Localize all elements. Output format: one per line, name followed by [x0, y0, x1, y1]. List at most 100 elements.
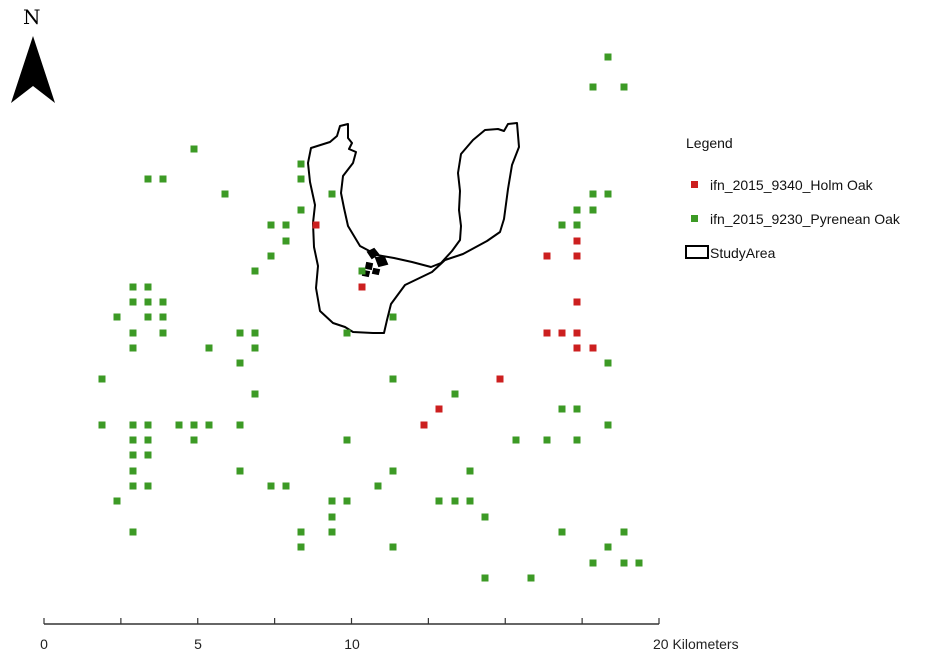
scale-label-20-kilometers: 20 Kilometers [653, 636, 739, 652]
pyrenean-oak-plot-point [328, 190, 336, 198]
pyrenean-oak-plot-point [573, 436, 581, 444]
pyrenean-oak-plot-point [297, 528, 305, 536]
pyrenean-oak-plot-point [144, 298, 152, 306]
holm-oak-plot-point [573, 298, 581, 306]
pyrenean-oak-plot-point [389, 543, 397, 551]
pyrenean-oak-plot-point [236, 467, 244, 475]
pyrenean-oak-plot-point [205, 344, 213, 352]
pyrenean-oak-plot-point [129, 344, 137, 352]
pyrenean-oak-plot-point [343, 329, 351, 337]
pyrenean-oak-plot-point [159, 329, 167, 337]
pyrenean-oak-plot-point [267, 482, 275, 490]
pyrenean-oak-plot-point [282, 237, 290, 245]
pyrenean-oak-plot-point [543, 436, 551, 444]
pyrenean-oak-plot-point [251, 390, 259, 398]
holm-oak-plot-point [420, 421, 428, 429]
pyrenean-oak-plot-point [328, 528, 336, 536]
scale-bar-ticks [43, 618, 660, 624]
pyrenean-oak-plot-point [236, 359, 244, 367]
legend-swatch-pyrenean-oak [691, 215, 698, 222]
pyrenean-oak-plot-point [144, 175, 152, 183]
pyrenean-oak-plot-point [589, 206, 597, 214]
pyrenean-oak-plot-point [144, 421, 152, 429]
pyrenean-oak-plot-point [620, 528, 628, 536]
pyrenean-oak-plot-point [466, 497, 474, 505]
pyrenean-oak-plot-point [129, 436, 137, 444]
pyrenean-oak-plot-point [98, 375, 106, 383]
study-area-outline [307, 122, 520, 334]
pyrenean-oak-plot-point [389, 467, 397, 475]
pyrenean-oak-plot-point [267, 221, 275, 229]
holm-oak-plot-point [573, 252, 581, 260]
pyrenean-oak-plot-point [129, 482, 137, 490]
legend-label-pyrenean-oak: ifn_2015_9230_Pyrenean Oak [710, 211, 901, 227]
legend-swatch-study-area [685, 245, 709, 259]
scale-bar: 0 5 10 20 Kilometers [40, 618, 739, 652]
pyrenean-oak-plot-point [358, 267, 366, 275]
legend-title: Legend [686, 135, 733, 151]
pyrenean-oak-plot-point [129, 451, 137, 459]
pyrenean-oak-plot-point [481, 513, 489, 521]
pyrenean-oak-plot-point [297, 206, 305, 214]
pyrenean-oak-plot-point [297, 160, 305, 168]
pyrenean-oak-plot-point [343, 436, 351, 444]
holm-oak-plot-point [589, 344, 597, 352]
pyrenean-oak-plot-point [558, 528, 566, 536]
pyrenean-oak-plot-point [527, 574, 535, 582]
pyrenean-oak-plot-point [481, 574, 489, 582]
pyrenean-oak-plot-point [129, 467, 137, 475]
pyrenean-oak-plot-point [604, 190, 612, 198]
pyrenean-oak-plot-point [144, 482, 152, 490]
north-label: N [23, 5, 41, 29]
pyrenean-oak-plot-point [558, 405, 566, 413]
pyrenean-oak-plot-point [328, 513, 336, 521]
pyrenean-oak-plot-point [328, 497, 336, 505]
pyrenean-oak-plot-point [267, 252, 275, 260]
pyrenean-oak-plot-point [343, 497, 351, 505]
scale-label-0: 0 [40, 636, 48, 652]
holm-oak-plot-point [358, 283, 366, 291]
pyrenean-oak-plot-point [512, 436, 520, 444]
pyrenean-oak-plot-point [297, 175, 305, 183]
pyrenean-oak-plot-point [635, 559, 643, 567]
pyrenean-oak-plot-point [466, 467, 474, 475]
legend-label-study-area: StudyArea [710, 245, 776, 261]
pyrenean-oak-plot-point [159, 313, 167, 321]
pyrenean-oak-plot-point [251, 267, 259, 275]
pyrenean-oak-plot-point [573, 206, 581, 214]
pyrenean-oak-plot-point [282, 221, 290, 229]
scale-label-5: 5 [194, 636, 202, 652]
pyrenean-oak-plot-point [159, 298, 167, 306]
study-area-islands [361, 247, 389, 278]
pyrenean-oak-plot-point [144, 451, 152, 459]
pyrenean-oak-plot-point [113, 497, 121, 505]
pyrenean-oak-plot-point [604, 359, 612, 367]
north-arrow-icon [11, 36, 33, 103]
pyrenean-oak-plot-point [604, 421, 612, 429]
legend-swatch-holm-oak [691, 181, 698, 188]
holm-oak-plot-point [558, 329, 566, 337]
pyrenean-oak-plot-point [589, 190, 597, 198]
holm-oak-plot-point [573, 329, 581, 337]
pyrenean-oak-plot-point [620, 83, 628, 91]
pyrenean-oak-plot-point [620, 559, 628, 567]
holm-oak-plot-point [312, 221, 320, 229]
pyrenean-oak-plot-point [129, 528, 137, 536]
north-arrow-icon-right [33, 36, 55, 103]
pyrenean-oak-plot-point [589, 559, 597, 567]
pyrenean-oak-plot-point [251, 329, 259, 337]
pyrenean-oak-plot-point [389, 375, 397, 383]
holm-oak-plot-point [573, 237, 581, 245]
pyrenean-oak-plot-point [573, 221, 581, 229]
pyrenean-oak-plot-point [604, 53, 612, 61]
pyrenean-oak-plot-point [129, 329, 137, 337]
pyrenean-oak-plot-point [175, 421, 183, 429]
pyrenean-oak-plot-point [451, 497, 459, 505]
pyrenean-oak-plot-point [190, 421, 198, 429]
pyrenean-oak-plot-point [389, 313, 397, 321]
holm-oak-plot-point [573, 344, 581, 352]
holm-oak-plot-point [496, 375, 504, 383]
pyrenean-oak-plot-point [251, 344, 259, 352]
pyrenean-oak-plot-point [236, 421, 244, 429]
